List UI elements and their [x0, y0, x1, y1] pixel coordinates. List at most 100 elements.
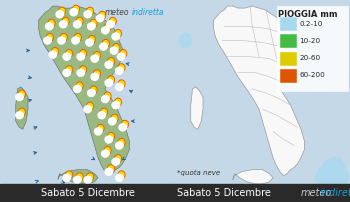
- Circle shape: [110, 48, 115, 53]
- Circle shape: [74, 22, 78, 27]
- Circle shape: [100, 44, 105, 49]
- Circle shape: [100, 15, 104, 20]
- Bar: [280, 69, 296, 82]
- Circle shape: [87, 7, 93, 15]
- Circle shape: [116, 176, 120, 181]
- Circle shape: [80, 66, 86, 74]
- Polygon shape: [233, 170, 273, 184]
- Circle shape: [113, 101, 119, 109]
- Circle shape: [94, 129, 99, 134]
- Circle shape: [94, 52, 100, 60]
- Circle shape: [116, 159, 120, 164]
- Text: meteo: meteo: [301, 188, 332, 198]
- Circle shape: [89, 23, 94, 30]
- Circle shape: [122, 121, 127, 127]
- Circle shape: [52, 49, 57, 55]
- Text: Sabato 5 Dicembre: Sabato 5 Dicembre: [177, 188, 271, 198]
- Circle shape: [70, 9, 75, 15]
- Circle shape: [80, 70, 85, 75]
- Circle shape: [85, 13, 89, 18]
- Circle shape: [17, 112, 23, 119]
- Circle shape: [89, 37, 94, 42]
- Circle shape: [102, 109, 106, 115]
- Circle shape: [64, 71, 68, 76]
- Circle shape: [106, 79, 112, 86]
- Circle shape: [58, 39, 63, 44]
- Text: Sabato 5 Dicembre: Sabato 5 Dicembre: [41, 188, 134, 198]
- Circle shape: [89, 36, 95, 43]
- Circle shape: [98, 113, 103, 118]
- Circle shape: [91, 23, 95, 28]
- Circle shape: [86, 41, 91, 46]
- Circle shape: [59, 37, 65, 44]
- Circle shape: [84, 12, 89, 17]
- Circle shape: [102, 29, 106, 34]
- Bar: [276, 6, 348, 91]
- Circle shape: [71, 8, 77, 16]
- Circle shape: [63, 18, 68, 24]
- Circle shape: [103, 41, 108, 46]
- Circle shape: [47, 23, 52, 30]
- Circle shape: [106, 170, 110, 175]
- Circle shape: [87, 173, 93, 181]
- Circle shape: [50, 51, 56, 58]
- Circle shape: [47, 35, 52, 40]
- Circle shape: [66, 51, 71, 57]
- Circle shape: [75, 34, 81, 41]
- Circle shape: [121, 51, 126, 57]
- Circle shape: [88, 92, 92, 96]
- Circle shape: [113, 35, 117, 40]
- Circle shape: [102, 28, 106, 33]
- Circle shape: [71, 11, 75, 16]
- Text: 10-20: 10-20: [299, 38, 320, 44]
- Circle shape: [91, 90, 95, 95]
- Circle shape: [104, 23, 111, 31]
- Circle shape: [110, 18, 115, 24]
- Circle shape: [105, 148, 110, 154]
- Circle shape: [78, 53, 84, 60]
- Circle shape: [98, 125, 103, 131]
- Circle shape: [118, 80, 125, 88]
- Circle shape: [85, 11, 91, 18]
- Circle shape: [111, 47, 117, 54]
- Circle shape: [108, 77, 113, 83]
- Circle shape: [92, 55, 98, 62]
- Circle shape: [114, 48, 118, 53]
- Circle shape: [119, 172, 124, 178]
- Circle shape: [77, 21, 81, 26]
- Text: indiretta: indiretta: [321, 188, 350, 198]
- Circle shape: [88, 90, 92, 96]
- Circle shape: [113, 160, 117, 165]
- Circle shape: [76, 173, 83, 181]
- Polygon shape: [214, 6, 304, 176]
- Circle shape: [119, 84, 123, 89]
- Circle shape: [49, 20, 54, 26]
- Circle shape: [85, 108, 89, 113]
- Circle shape: [122, 120, 128, 128]
- Circle shape: [99, 11, 106, 19]
- Circle shape: [64, 174, 70, 181]
- Circle shape: [52, 48, 58, 56]
- Circle shape: [60, 8, 64, 14]
- Circle shape: [119, 81, 124, 87]
- Circle shape: [102, 112, 106, 117]
- Circle shape: [84, 177, 89, 182]
- Circle shape: [116, 102, 120, 107]
- Circle shape: [86, 40, 91, 45]
- Circle shape: [116, 85, 120, 90]
- Circle shape: [44, 39, 49, 44]
- Bar: [280, 17, 296, 30]
- Circle shape: [118, 55, 122, 60]
- Circle shape: [114, 45, 119, 50]
- Circle shape: [120, 124, 126, 131]
- Circle shape: [119, 143, 123, 148]
- Circle shape: [108, 62, 113, 67]
- Circle shape: [88, 174, 92, 180]
- Circle shape: [87, 39, 93, 46]
- Circle shape: [73, 5, 79, 13]
- Circle shape: [112, 102, 117, 108]
- Circle shape: [87, 102, 93, 110]
- Circle shape: [50, 53, 54, 58]
- Circle shape: [119, 140, 124, 145]
- Circle shape: [94, 71, 99, 77]
